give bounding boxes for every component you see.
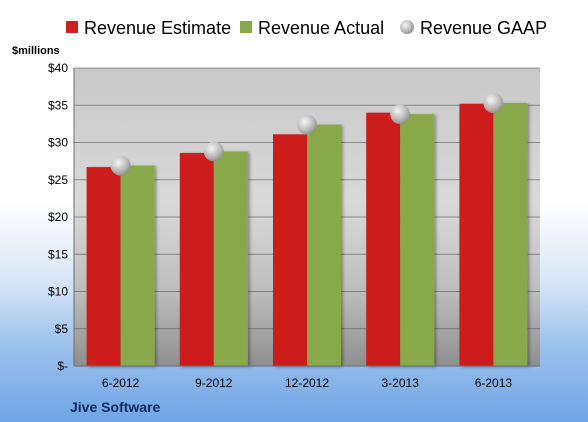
- y-axis-ticks: $- $5 $10 $15 $20 $25 $30 $35 $40: [48, 61, 68, 373]
- company-label: Jive Software: [70, 399, 160, 415]
- legend-label-estimate: Revenue Estimate: [84, 18, 231, 38]
- bar-revenue-actual: [307, 124, 341, 367]
- legend-swatch-gaap: [400, 20, 414, 34]
- marker-revenue-gaap: [390, 104, 411, 125]
- y-tick-label: $15: [48, 247, 68, 261]
- bars: [86, 103, 528, 367]
- y-tick-label: $20: [48, 210, 68, 224]
- marker-revenue-gaap: [203, 141, 224, 162]
- bar-revenue-actual: [120, 165, 155, 366]
- bar-revenue-estimate: [366, 112, 401, 366]
- legend-label-actual: Revenue Actual: [258, 18, 384, 38]
- y-tick-label: $5: [55, 322, 69, 336]
- y-axis-unit-label: $millions: [12, 45, 60, 57]
- x-axis-ticks: 6-2012 9-2012 12-2012 3-2013 6-2013: [102, 376, 512, 390]
- y-tick-label: $-: [57, 359, 68, 373]
- x-tick-label: 6-2013: [475, 376, 513, 390]
- y-tick-label: $35: [48, 98, 68, 112]
- bar-revenue-estimate: [459, 103, 494, 366]
- marker-revenue-gaap: [483, 93, 504, 114]
- y-tick-label: $25: [48, 173, 68, 187]
- x-tick-label: 3-2013: [382, 376, 420, 390]
- bar-revenue-actual: [493, 103, 528, 366]
- bar-revenue-actual: [400, 114, 435, 366]
- bar-revenue-estimate: [179, 152, 214, 366]
- x-tick-label: 12-2012: [285, 376, 329, 390]
- legend-label-gaap: Revenue GAAP: [420, 18, 547, 38]
- bar-revenue-estimate: [273, 134, 307, 366]
- gaap-markers: [110, 93, 504, 176]
- legend: Revenue Estimate Revenue Actual Revenue …: [66, 18, 547, 38]
- legend-swatch-actual: [240, 21, 252, 33]
- x-tick-label: 9-2012: [195, 376, 233, 390]
- marker-revenue-gaap: [297, 114, 317, 135]
- bar-revenue-actual: [213, 151, 248, 366]
- marker-revenue-gaap: [110, 155, 131, 176]
- x-tick-label: 6-2012: [102, 376, 140, 390]
- y-tick-label: $30: [48, 136, 68, 150]
- bar-revenue-estimate: [86, 167, 121, 366]
- legend-swatch-estimate: [66, 21, 78, 33]
- y-tick-label: $40: [48, 61, 68, 75]
- y-tick-label: $10: [48, 285, 68, 299]
